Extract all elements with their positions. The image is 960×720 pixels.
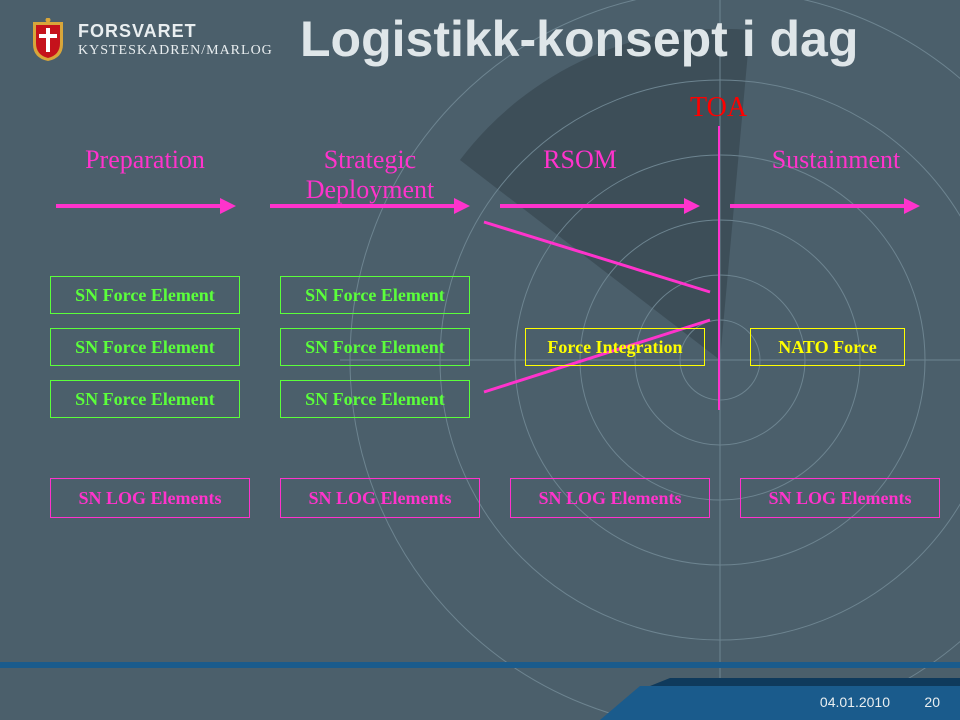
sn-force-col2-row0: SN Force Element [280, 276, 470, 314]
funnel-shape [482, 220, 714, 396]
sn-log-box-2: SN LOG Elements [510, 478, 710, 518]
phase-arrow-2 [500, 204, 690, 208]
nato-force-box: NATO Force [750, 328, 905, 366]
phase-label-2: RSOM [520, 145, 640, 175]
sn-log-box-3: SN LOG Elements [740, 478, 940, 518]
footer-date: 04.01.2010 [820, 694, 890, 710]
sn-force-col1-row0: SN Force Element [50, 276, 240, 314]
toa-line [718, 126, 720, 410]
phase-label-1: Strategic Deployment [280, 145, 460, 205]
phase-arrow-0 [56, 204, 226, 208]
sn-force-col2-row2: SN Force Element [280, 380, 470, 418]
sn-force-col2-row1: SN Force Element [280, 328, 470, 366]
phase-label-3: Sustainment [746, 145, 926, 175]
force-integration-box: Force Integration [525, 328, 705, 366]
header: FORSVARET KYSTESKADREN/MARLOG [30, 18, 273, 62]
brand-text: FORSVARET [78, 22, 273, 40]
phase-arrow-3 [730, 204, 910, 208]
slide: FORSVARET KYSTESKADREN/MARLOG Logistikk-… [0, 0, 960, 720]
crest-icon [30, 18, 66, 62]
sn-log-box-1: SN LOG Elements [280, 478, 480, 518]
subunit-text: KYSTESKADREN/MARLOG [78, 44, 273, 58]
phase-arrow-1 [270, 204, 460, 208]
footer-shape [600, 660, 960, 720]
footer-page: 20 [924, 694, 940, 710]
toa-label: TOA [690, 92, 747, 124]
sn-log-box-0: SN LOG Elements [50, 478, 250, 518]
phase-label-0: Preparation [60, 145, 230, 175]
sn-force-col1-row2: SN Force Element [50, 380, 240, 418]
sn-force-col1-row1: SN Force Element [50, 328, 240, 366]
brand-block: FORSVARET KYSTESKADREN/MARLOG [78, 22, 273, 58]
slide-title: Logistikk-konsept i dag [300, 10, 858, 68]
